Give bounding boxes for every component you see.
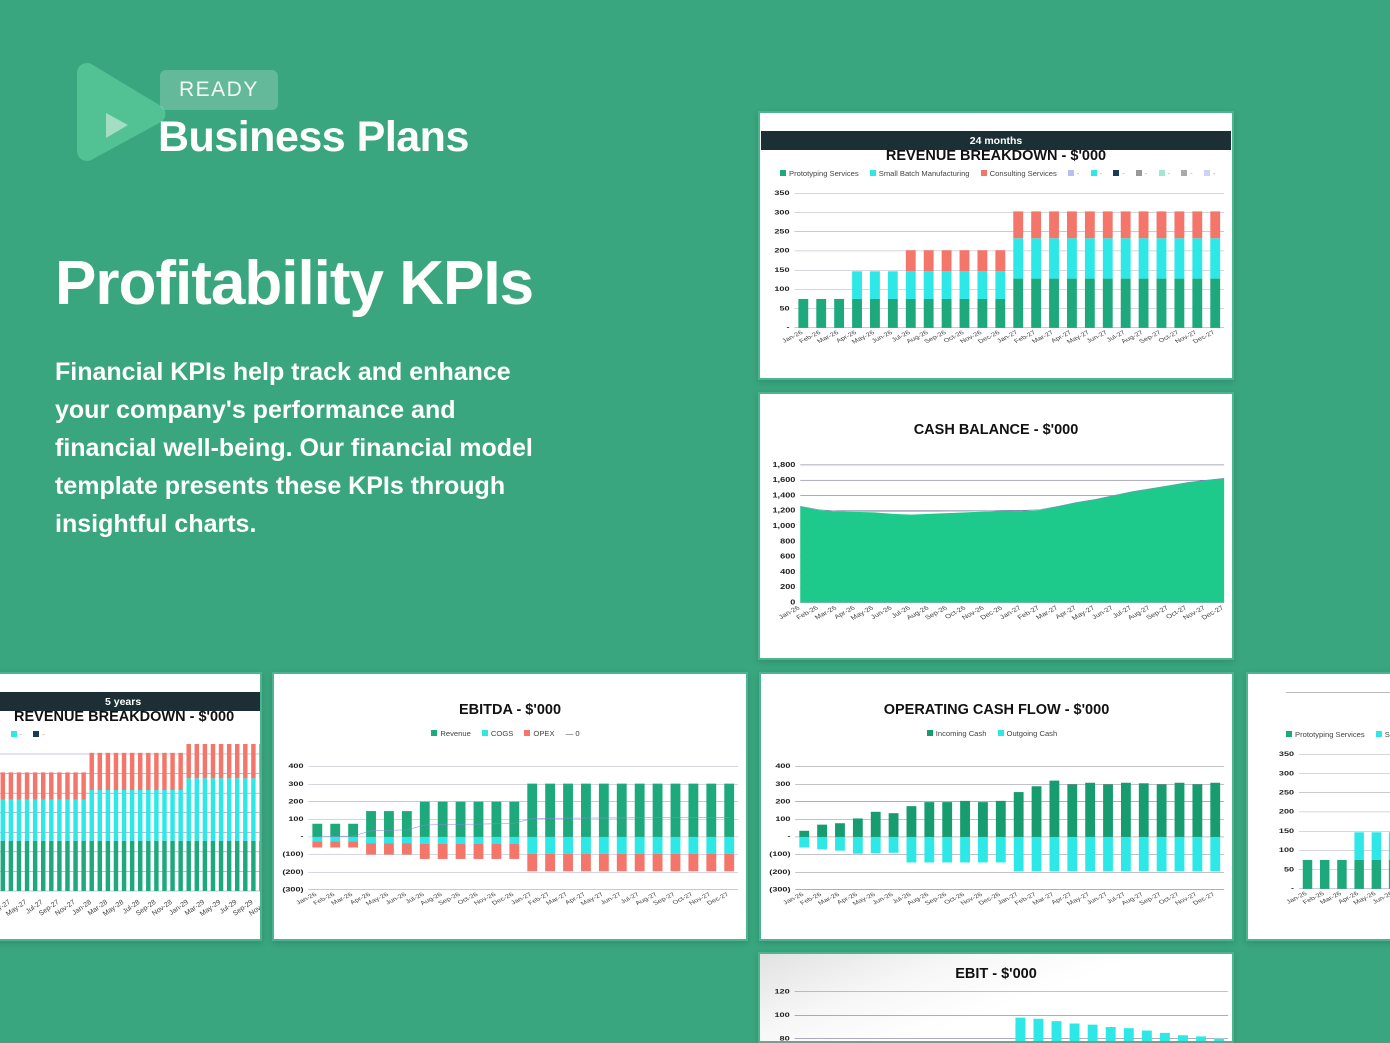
svg-text:1,800: 1,800 — [772, 461, 795, 469]
svg-text:200: 200 — [1279, 808, 1295, 815]
svg-text:-: - — [301, 833, 304, 840]
svg-text:(300): (300) — [282, 886, 304, 893]
svg-text:200: 200 — [288, 798, 304, 805]
svg-text:350: 350 — [1279, 750, 1295, 757]
svg-text:300: 300 — [288, 780, 304, 787]
svg-text:100: 100 — [774, 285, 790, 292]
svg-text:100: 100 — [1279, 846, 1295, 853]
svg-text:(100): (100) — [769, 851, 791, 858]
svg-text:50: 50 — [779, 304, 790, 311]
svg-text:50: 50 — [1284, 865, 1295, 872]
svg-text:80: 80 — [780, 1035, 791, 1042]
svg-text:Jun-27: Jun-27 — [1085, 330, 1109, 345]
svg-text:Jun-27: Jun-27 — [1091, 605, 1115, 621]
svg-text:1,000: 1,000 — [772, 522, 795, 530]
svg-text:100: 100 — [774, 1011, 790, 1018]
svg-text:Jun-26: Jun-26 — [871, 892, 895, 906]
svg-text:800: 800 — [780, 537, 796, 545]
svg-text:250: 250 — [1279, 789, 1295, 796]
svg-text:Jun-26: Jun-26 — [870, 330, 894, 345]
svg-text:400: 400 — [288, 763, 304, 770]
svg-text:(200): (200) — [282, 868, 304, 875]
svg-text:300: 300 — [1279, 769, 1295, 776]
svg-text:300: 300 — [775, 780, 791, 787]
svg-text:-: - — [787, 833, 790, 840]
svg-text:350: 350 — [774, 189, 790, 196]
svg-text:-: - — [787, 324, 790, 331]
svg-text:120: 120 — [774, 988, 790, 995]
svg-text:Jun-26: Jun-26 — [870, 605, 894, 621]
svg-text:150: 150 — [1279, 827, 1295, 834]
svg-text:1,600: 1,600 — [772, 476, 795, 484]
svg-text:Jun-27: Jun-27 — [599, 892, 623, 906]
svg-text:100: 100 — [775, 815, 791, 822]
svg-text:600: 600 — [780, 552, 796, 560]
svg-text:200: 200 — [780, 583, 796, 591]
svg-text:400: 400 — [775, 763, 791, 770]
svg-text:-: - — [1291, 885, 1294, 892]
svg-text:Jun-26: Jun-26 — [384, 892, 408, 906]
svg-text:Jun-27: Jun-27 — [1086, 892, 1110, 906]
svg-text:(200): (200) — [769, 868, 791, 875]
svg-text:100: 100 — [288, 815, 304, 822]
svg-text:150: 150 — [774, 266, 790, 273]
svg-text:200: 200 — [775, 798, 791, 805]
svg-text:300: 300 — [774, 208, 790, 215]
svg-text:250: 250 — [774, 228, 790, 235]
svg-text:1,400: 1,400 — [772, 491, 795, 499]
svg-text:(100): (100) — [282, 851, 304, 858]
svg-text:0: 0 — [790, 598, 796, 606]
svg-text:200: 200 — [774, 247, 790, 254]
svg-text:(300): (300) — [769, 886, 791, 893]
svg-text:1,200: 1,200 — [772, 507, 795, 515]
svg-text:400: 400 — [780, 568, 796, 576]
